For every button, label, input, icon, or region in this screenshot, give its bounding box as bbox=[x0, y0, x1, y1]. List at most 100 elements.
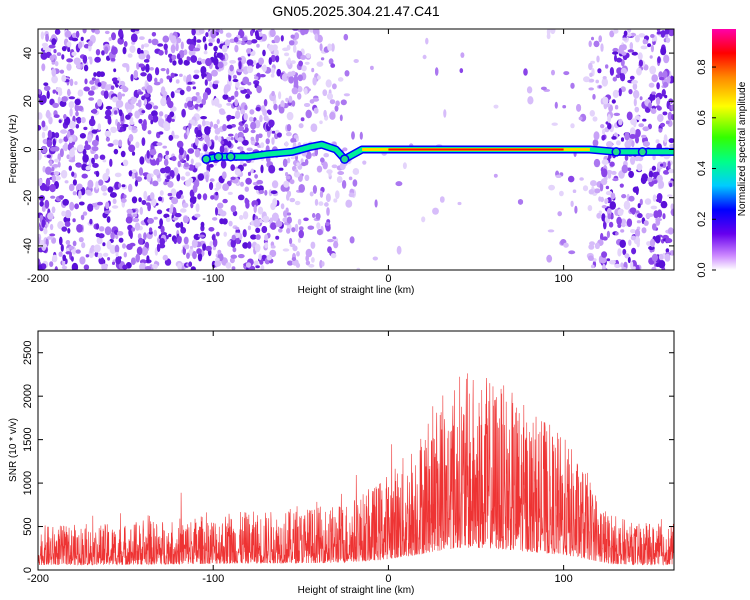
spectrogram-ylabel: Frequency (Hz) bbox=[8, 115, 19, 184]
noise-blob bbox=[270, 245, 276, 249]
noise-blob bbox=[39, 239, 45, 246]
noise-blob bbox=[304, 61, 310, 65]
noise-blob bbox=[131, 151, 136, 156]
noise-blob bbox=[41, 131, 46, 139]
noise-blob bbox=[210, 29, 217, 39]
noise-blob bbox=[457, 201, 462, 206]
noise-blob bbox=[612, 51, 619, 55]
noise-blob bbox=[147, 218, 154, 224]
noise-blob bbox=[131, 169, 137, 174]
noise-blob bbox=[88, 118, 96, 127]
noise-blob bbox=[166, 114, 172, 123]
noise-blob bbox=[650, 108, 657, 114]
noise-blob bbox=[327, 43, 332, 52]
noise-blob bbox=[189, 189, 195, 198]
y-tick-label: 40 bbox=[22, 47, 34, 59]
noise-blob bbox=[322, 161, 328, 170]
noise-blob bbox=[662, 111, 668, 116]
noise-blob bbox=[115, 251, 119, 258]
noise-blob bbox=[139, 36, 145, 40]
noise-blob bbox=[49, 233, 56, 237]
noise-blob bbox=[612, 178, 619, 182]
noise-blob bbox=[69, 148, 75, 158]
noise-blob bbox=[289, 179, 295, 185]
noise-blob bbox=[221, 138, 229, 148]
noise-blob bbox=[605, 64, 609, 69]
noise-blob bbox=[186, 38, 193, 45]
noise-blob bbox=[667, 194, 673, 198]
noise-blob bbox=[639, 198, 643, 206]
noise-blob bbox=[657, 56, 661, 64]
noise-blob bbox=[660, 47, 667, 56]
noise-blob bbox=[278, 106, 285, 114]
noise-blob bbox=[188, 49, 196, 56]
noise-blob bbox=[627, 167, 632, 172]
noise-blob bbox=[263, 99, 268, 107]
noise-blob bbox=[168, 233, 172, 238]
noise-blob bbox=[58, 119, 62, 124]
noise-blob bbox=[372, 256, 378, 261]
noise-blob bbox=[91, 146, 99, 152]
noise-blob bbox=[87, 179, 94, 189]
noise-blob bbox=[69, 78, 74, 87]
noise-blob bbox=[333, 240, 339, 249]
noise-blob bbox=[247, 91, 252, 95]
noise-blob bbox=[96, 71, 102, 78]
noise-blob bbox=[665, 237, 671, 243]
noise-blob bbox=[255, 227, 261, 233]
noise-blob bbox=[80, 117, 86, 124]
colorbar-label: Normalized spectral amplitude bbox=[737, 81, 748, 216]
noise-blob bbox=[38, 258, 41, 266]
noise-blob bbox=[118, 109, 123, 117]
noise-blob bbox=[591, 36, 594, 41]
noise-blob bbox=[176, 173, 181, 182]
noise-blob bbox=[620, 73, 626, 82]
noise-blob bbox=[139, 206, 143, 215]
noise-blob bbox=[623, 30, 628, 37]
noise-blob bbox=[291, 100, 296, 107]
noise-blob bbox=[190, 202, 194, 209]
noise-blob bbox=[201, 73, 207, 78]
noise-blob bbox=[61, 265, 68, 270]
noise-blob bbox=[638, 33, 645, 38]
noise-blob bbox=[593, 131, 600, 141]
noise-blob bbox=[51, 206, 56, 214]
noise-blob bbox=[629, 134, 637, 139]
noise-blob bbox=[402, 162, 407, 170]
noise-blob bbox=[548, 184, 555, 191]
noise-blob bbox=[131, 209, 136, 213]
noise-blob bbox=[144, 241, 150, 249]
noise-blob bbox=[624, 154, 629, 161]
noise-blob bbox=[183, 59, 190, 66]
noise-blob bbox=[576, 104, 582, 112]
noise-blob bbox=[145, 103, 153, 110]
colorbar-tick-label: 0.4 bbox=[696, 161, 708, 176]
noise-blob bbox=[651, 165, 657, 171]
noise-blob bbox=[242, 139, 249, 146]
noise-blob bbox=[146, 54, 151, 61]
noise-blob bbox=[303, 87, 308, 95]
noise-blob bbox=[330, 63, 336, 68]
spectrogram-line-track bbox=[201, 140, 674, 164]
noise-blob bbox=[188, 122, 192, 130]
noise-blob bbox=[291, 87, 299, 95]
noise-blob bbox=[69, 107, 73, 117]
noise-blob bbox=[141, 246, 149, 256]
noise-blob bbox=[230, 95, 235, 100]
noise-blob bbox=[666, 75, 671, 84]
noise-blob bbox=[120, 150, 126, 158]
noise-blob bbox=[72, 218, 76, 223]
noise-blob bbox=[641, 134, 647, 139]
noise-blob bbox=[202, 243, 207, 251]
noise-blob bbox=[106, 240, 112, 250]
noise-blob bbox=[54, 29, 61, 35]
noise-blob bbox=[620, 67, 628, 75]
noise-blob bbox=[216, 119, 220, 125]
noise-blob bbox=[45, 177, 51, 187]
noise-blob bbox=[332, 83, 337, 90]
noise-blob bbox=[217, 135, 222, 143]
noise-blob bbox=[297, 218, 302, 226]
noise-blob bbox=[171, 118, 175, 122]
noise-blob bbox=[109, 158, 113, 167]
noise-blob bbox=[202, 119, 206, 127]
